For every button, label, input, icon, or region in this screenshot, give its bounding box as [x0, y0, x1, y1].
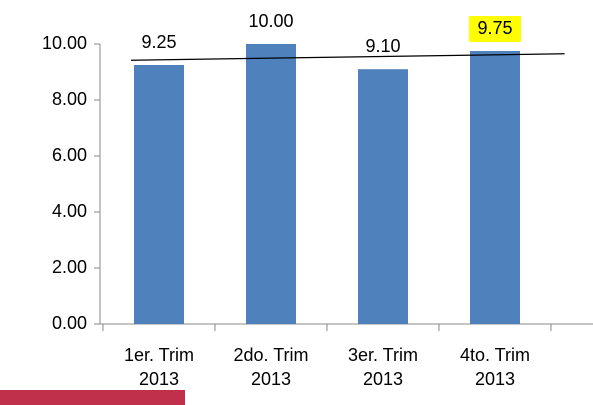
decor-bar [0, 390, 185, 405]
y-tick-label: 2.00 [52, 257, 87, 277]
x-tick-label: 2do. Trim 2013 [233, 345, 309, 389]
data-label: 10.00 [248, 11, 293, 31]
bar [246, 44, 296, 324]
bar [358, 69, 408, 324]
data-label: 9.10 [365, 36, 400, 56]
y-tick-label: 4.00 [52, 201, 87, 221]
bar [470, 51, 520, 324]
x-tick-label: 4to. Trim 2013 [459, 345, 530, 389]
y-tick-label: 10.00 [42, 33, 87, 53]
x-tick-label: 3er. Trim 2013 [347, 345, 418, 389]
label-highlight [469, 16, 521, 42]
x-tick-label: 1er. Trim 2013 [123, 345, 194, 389]
y-tick-label: 8.00 [52, 89, 87, 109]
trendline [130, 53, 565, 61]
y-tick-label: 6.00 [52, 145, 87, 165]
y-tick-label: 0.00 [52, 313, 87, 333]
data-label: 9.75 [477, 18, 512, 38]
data-label: 9.25 [141, 32, 176, 52]
bar [134, 65, 184, 324]
